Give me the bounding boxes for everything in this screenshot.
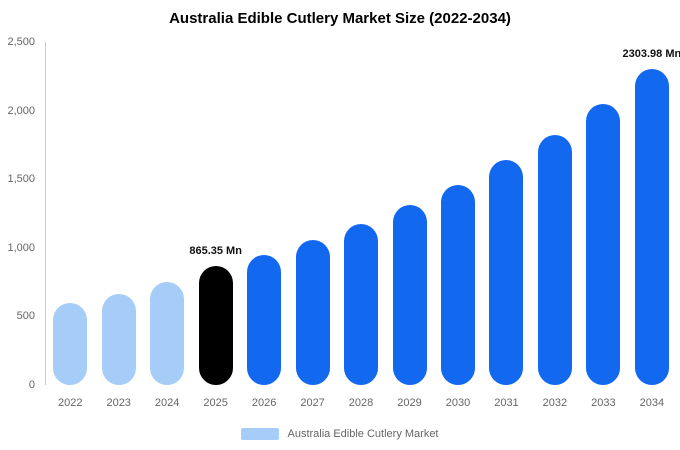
bar-column: 865.35 Mn 2025 — [189, 42, 242, 409]
x-tick-label: 2034 — [639, 397, 665, 409]
bar-2024[interactable] — [150, 282, 185, 385]
bar-2031[interactable] — [489, 160, 524, 385]
legend-label: Australia Edible Cutlery Market — [287, 428, 439, 440]
bar-column: 2026 — [240, 42, 288, 409]
bar-column: 2031 — [482, 42, 530, 409]
bar-column: 2027 — [288, 42, 336, 409]
y-tick-label: 2,000 — [7, 104, 35, 117]
x-tick-label: 2026 — [251, 397, 277, 409]
y-tick-label: 2,500 — [7, 36, 35, 48]
bar-2033[interactable] — [586, 104, 621, 385]
bar-column: 2032 — [531, 42, 579, 409]
bar-2022[interactable] — [53, 302, 88, 385]
bar-column: 2024 — [143, 42, 191, 409]
y-tick-label: 500 — [16, 310, 35, 323]
bar-column: 2029 — [385, 42, 433, 409]
bar-value-label: 2303.98 Mn — [622, 47, 680, 60]
bar-2029[interactable] — [392, 204, 427, 385]
y-axis: 0 500 1,000 1,500 2,000 2,500 — [0, 36, 42, 391]
chart-title: Australia Edible Cutlery Market Size (20… — [169, 10, 511, 27]
legend-swatch — [241, 428, 280, 440]
x-tick-label: 2030 — [445, 397, 471, 409]
bar-2026[interactable] — [247, 254, 282, 385]
x-tick-label: 2033 — [591, 397, 616, 409]
bar-column: 2030 — [434, 42, 482, 409]
y-tick-label: 0 — [28, 379, 35, 391]
bar-2032[interactable] — [537, 134, 572, 385]
bar-column: 2028 — [337, 42, 385, 409]
bar-2034[interactable] — [634, 68, 669, 385]
bar-2025[interactable] — [198, 266, 233, 385]
y-tick-label: 1,500 — [7, 173, 35, 186]
plot-area: 2022 2023 2024 865.35 Mn 2025 2026 2027 2028 202… — [45, 42, 680, 409]
x-tick-label: 2031 — [494, 397, 519, 409]
x-tick-label: 2029 — [397, 397, 422, 409]
x-tick-label: 2024 — [154, 397, 180, 409]
x-tick-label: 2025 — [203, 397, 228, 409]
bar-value-label: 865.35 Mn — [189, 245, 242, 258]
bar-2030[interactable] — [440, 184, 475, 385]
bar-column: 2022 — [46, 42, 94, 409]
x-tick-label: 2032 — [542, 397, 568, 409]
x-tick-label: 2027 — [300, 397, 325, 409]
x-tick-label: 2022 — [57, 397, 83, 409]
legend[interactable]: Australia Edible Cutlery Market — [0, 428, 680, 440]
x-tick-label: 2028 — [348, 397, 374, 409]
y-tick-label: 1,000 — [7, 241, 35, 254]
x-tick-label: 2023 — [106, 397, 131, 409]
bar-2023[interactable] — [101, 293, 136, 385]
bar-column: 2033 — [579, 42, 627, 409]
bar-column: 2023 — [94, 42, 142, 409]
bar-column: 2303.98 Mn 2034 — [623, 42, 680, 409]
bar-2027[interactable] — [295, 239, 330, 385]
bar-2028[interactable] — [344, 224, 379, 385]
